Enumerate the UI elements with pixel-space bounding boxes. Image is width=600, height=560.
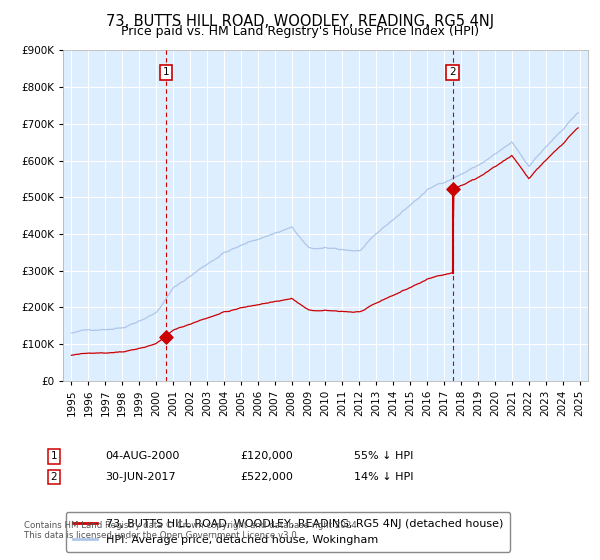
Text: 1: 1	[50, 451, 58, 461]
Point	[448, 185, 457, 194]
Legend: 73, BUTTS HILL ROAD, WOODLEY, READING, RG5 4NJ (detached house), HPI: Average pr: 73, BUTTS HILL ROAD, WOODLEY, READING, R…	[66, 512, 510, 552]
Text: 73, BUTTS HILL ROAD, WOODLEY, READING, RG5 4NJ: 73, BUTTS HILL ROAD, WOODLEY, READING, R…	[106, 14, 494, 29]
Text: Contains HM Land Registry data © Crown copyright and database right 2024.
This d: Contains HM Land Registry data © Crown c…	[24, 521, 359, 540]
Text: 14% ↓ HPI: 14% ↓ HPI	[354, 472, 413, 482]
Text: £120,000: £120,000	[240, 451, 293, 461]
Text: 30-JUN-2017: 30-JUN-2017	[105, 472, 176, 482]
Text: 1: 1	[163, 67, 169, 77]
Text: Price paid vs. HM Land Registry's House Price Index (HPI): Price paid vs. HM Land Registry's House …	[121, 25, 479, 38]
Text: 04-AUG-2000: 04-AUG-2000	[105, 451, 179, 461]
Text: 2: 2	[449, 67, 456, 77]
Text: 55% ↓ HPI: 55% ↓ HPI	[354, 451, 413, 461]
Text: £522,000: £522,000	[240, 472, 293, 482]
Text: 2: 2	[50, 472, 58, 482]
Point	[161, 332, 171, 341]
